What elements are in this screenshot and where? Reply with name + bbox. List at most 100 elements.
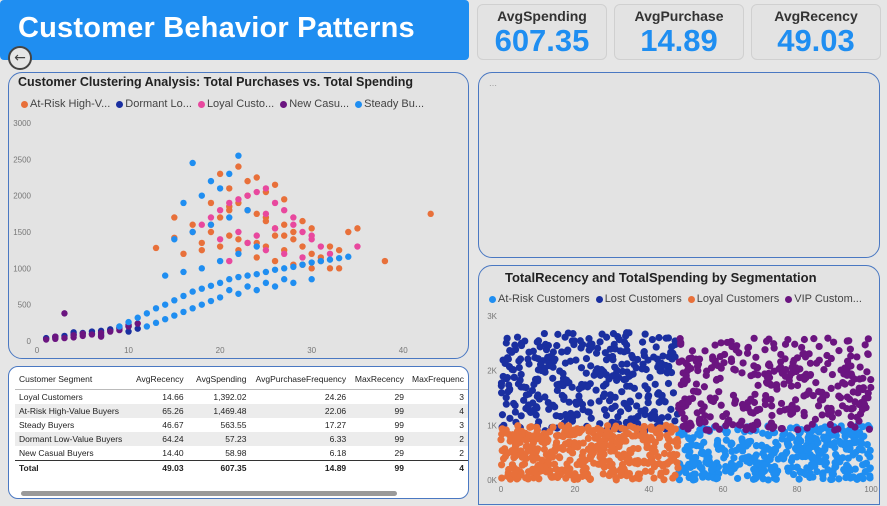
scatter-point[interactable] xyxy=(791,396,800,404)
scatter-point[interactable] xyxy=(226,286,233,294)
scatter-point[interactable] xyxy=(517,370,525,379)
scatter-point[interactable] xyxy=(787,382,795,390)
scatter-point[interactable] xyxy=(731,366,739,374)
scatter-point[interactable] xyxy=(262,279,270,287)
scatter-point[interactable] xyxy=(573,411,581,419)
scatter-point[interactable] xyxy=(707,396,715,405)
scatter-point[interactable] xyxy=(583,383,592,391)
scatter-point[interactable] xyxy=(823,435,831,443)
scatter-point[interactable] xyxy=(782,366,790,374)
scatter-point[interactable] xyxy=(824,359,832,368)
scatter-point[interactable] xyxy=(681,446,689,454)
scatter-point[interactable] xyxy=(855,438,863,446)
scatter-point[interactable] xyxy=(497,461,506,469)
scatter-point[interactable] xyxy=(847,412,855,421)
scatter-point[interactable] xyxy=(682,372,690,380)
scatter-point[interactable] xyxy=(498,411,507,419)
scatter-point[interactable] xyxy=(582,369,590,377)
scatter-point[interactable] xyxy=(579,448,587,456)
scatter-point[interactable] xyxy=(599,392,607,401)
table-row[interactable]: Dormant Low-Value Buyers 64.24 57.23 6.33 99… xyxy=(15,432,468,446)
scatter-point[interactable] xyxy=(644,393,652,401)
scatter-point[interactable] xyxy=(618,360,626,368)
scatter-point[interactable] xyxy=(663,460,671,468)
scatter-point[interactable] xyxy=(207,228,215,236)
scatter-point[interactable] xyxy=(509,431,517,439)
scatter-point[interactable] xyxy=(271,257,279,265)
scatter-point[interactable] xyxy=(800,412,808,420)
scatter-point[interactable] xyxy=(281,207,288,214)
scatter-point[interactable] xyxy=(835,437,843,445)
scatter-point[interactable] xyxy=(262,246,270,254)
scatter-point[interactable] xyxy=(533,445,541,453)
scatter-point[interactable] xyxy=(587,344,595,352)
scatter-point[interactable] xyxy=(702,371,710,379)
scatter-point[interactable] xyxy=(299,217,306,225)
scatter-point[interactable] xyxy=(226,276,233,283)
scatter-point[interactable] xyxy=(634,412,642,421)
scatter-point[interactable] xyxy=(770,469,778,477)
scatter-point[interactable] xyxy=(317,243,325,250)
scatter-point[interactable] xyxy=(244,207,251,214)
scatter-point[interactable] xyxy=(687,441,696,449)
scatter-point[interactable] xyxy=(290,236,297,243)
table-row[interactable]: At-Risk High-Value Buyers 65.26 1,469.48 22… xyxy=(15,404,468,418)
scatter-point[interactable] xyxy=(552,442,560,450)
scatter-point[interactable] xyxy=(621,400,629,408)
scatter-point[interactable] xyxy=(290,263,297,271)
scatter-point[interactable] xyxy=(618,388,626,396)
scatter-point[interactable] xyxy=(764,373,772,382)
scatter-point[interactable] xyxy=(744,343,753,351)
scatter-point[interactable] xyxy=(549,401,557,409)
scatter-point[interactable] xyxy=(499,455,508,463)
scatter-point[interactable] xyxy=(727,468,735,476)
legend-item[interactable]: Loyal Customers xyxy=(687,293,779,305)
scatter-point[interactable] xyxy=(235,273,242,281)
scatter-point[interactable] xyxy=(855,384,863,392)
legend-item[interactable]: Steady Bu... xyxy=(355,98,424,110)
scatter-point[interactable] xyxy=(809,392,817,400)
scatter-point[interactable] xyxy=(498,474,506,482)
scatter-point[interactable] xyxy=(335,246,343,254)
scatter-point[interactable] xyxy=(116,323,123,330)
scatter-point[interactable] xyxy=(802,470,810,479)
scatter-point[interactable] xyxy=(335,254,343,262)
scatter-point[interactable] xyxy=(711,341,719,349)
scatter-point[interactable] xyxy=(691,470,699,478)
scatter-point[interactable] xyxy=(61,334,68,342)
scatter-point[interactable] xyxy=(696,419,704,427)
scatter-point[interactable] xyxy=(253,210,260,218)
scatter-point[interactable] xyxy=(516,376,524,384)
scatter-point[interactable] xyxy=(573,473,581,481)
scatter-point[interactable] xyxy=(651,448,659,456)
scatter-point[interactable] xyxy=(719,412,727,421)
scatter-point[interactable] xyxy=(843,371,851,379)
scatter-point[interactable] xyxy=(609,356,617,364)
scatter-point[interactable] xyxy=(796,467,804,476)
scatter-point[interactable] xyxy=(771,463,779,471)
scatter-point[interactable] xyxy=(549,423,557,431)
col-header[interactable]: AvgSpending xyxy=(187,371,251,390)
scatter-point[interactable] xyxy=(125,318,132,326)
scatter-point[interactable] xyxy=(152,244,160,252)
scatter-point[interactable] xyxy=(515,363,523,372)
scatter-point[interactable] xyxy=(821,445,829,453)
scatter-point[interactable] xyxy=(791,340,799,348)
scatter-point[interactable] xyxy=(644,356,652,364)
scatter-point[interactable] xyxy=(694,360,703,368)
scatter-point[interactable] xyxy=(171,312,178,319)
scatter-point[interactable] xyxy=(841,467,849,475)
scatter-point[interactable] xyxy=(777,399,786,408)
scatter-point[interactable] xyxy=(631,457,639,465)
scatter-point[interactable] xyxy=(774,455,782,463)
scatter-point[interactable] xyxy=(845,445,853,454)
scatter-point[interactable] xyxy=(786,432,794,440)
scatter-point[interactable] xyxy=(235,228,242,236)
scatter-point[interactable] xyxy=(790,356,798,364)
scatter-point[interactable] xyxy=(567,431,575,439)
scatter-point[interactable] xyxy=(592,367,600,376)
scatter-point[interactable] xyxy=(498,446,506,455)
scatter-point[interactable] xyxy=(497,389,506,397)
scatter-point[interactable] xyxy=(216,257,224,265)
scatter-point[interactable] xyxy=(582,354,591,363)
